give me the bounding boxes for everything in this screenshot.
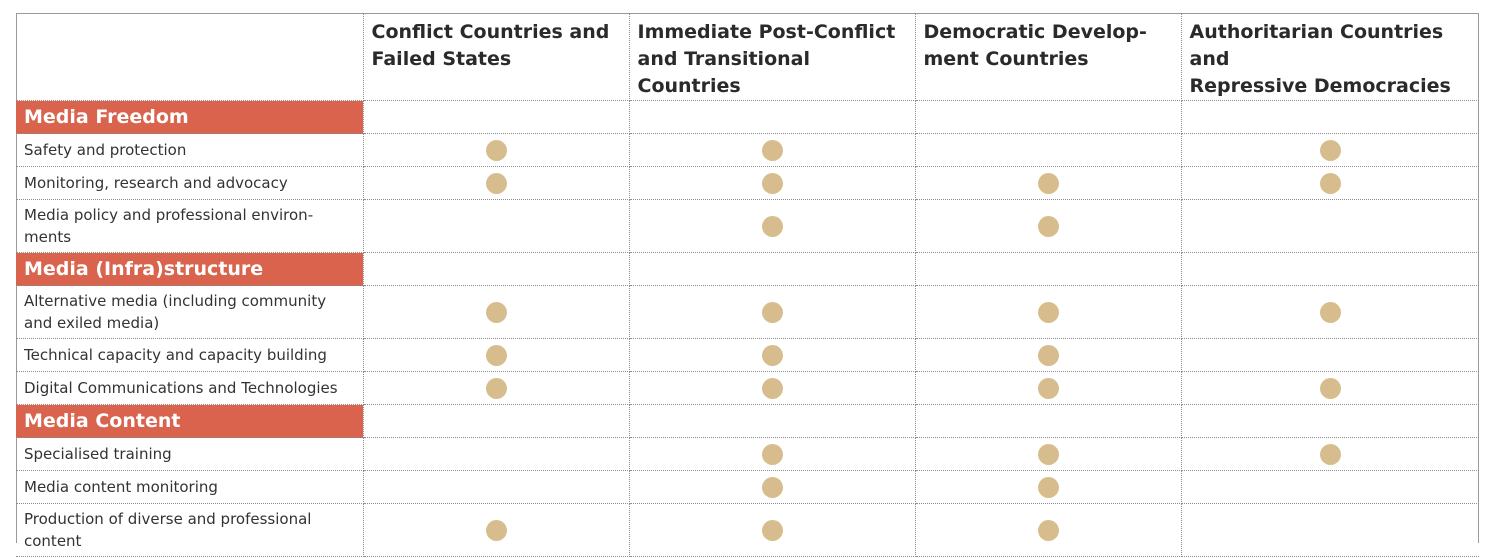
corner-cell	[16, 13, 364, 101]
section-row: Media (Infra)structure	[16, 252, 1479, 286]
column-header-post-conflict: Immediate Post-Conflict and Transitional …	[629, 13, 916, 101]
table-row: Digital Communications and Technologies	[16, 371, 1479, 405]
table-row: Technical capacity and capacity building	[16, 338, 1479, 372]
filled-circle-icon	[761, 301, 783, 323]
section-title: Media Content	[16, 404, 364, 438]
filled-circle-icon	[1319, 377, 1341, 399]
filled-circle-icon	[1319, 172, 1341, 194]
row-label: Technical capacity and capacity building	[16, 338, 364, 372]
table-row: Monitoring, research and advocacy	[16, 166, 1479, 200]
filled-circle-icon	[485, 139, 507, 161]
filled-circle-icon	[1037, 172, 1059, 194]
row-label: Digital Communications and Technologies	[16, 371, 364, 405]
row-label: Safety and protection	[16, 133, 364, 167]
filled-circle-icon	[1319, 139, 1341, 161]
row-label: Media content monitoring	[16, 470, 364, 504]
table-row: Media content monitoring	[16, 470, 1479, 504]
column-header-conflict: Conflict Countries and Failed States	[363, 13, 630, 101]
row-label: Specialised training	[16, 437, 364, 471]
filled-circle-icon	[761, 519, 783, 541]
section-row: Media Freedom	[16, 100, 1479, 134]
section-title: Media Freedom	[16, 100, 364, 134]
header-row: Conflict Countries and Failed States Imme…	[16, 13, 1479, 101]
section-title: Media (Infra)structure	[16, 252, 364, 286]
filled-circle-icon	[1319, 443, 1341, 465]
section-row: Media Content	[16, 404, 1479, 438]
filled-circle-icon	[761, 443, 783, 465]
filled-circle-icon	[761, 476, 783, 498]
filled-circle-icon	[1037, 301, 1059, 323]
row-label: Alternative media (including community a…	[16, 285, 364, 339]
row-label: Media policy and professional environ-me…	[16, 199, 364, 253]
media-support-matrix: Conflict Countries and Failed States Imme…	[16, 13, 1479, 557]
filled-circle-icon	[761, 215, 783, 237]
filled-circle-icon	[485, 301, 507, 323]
filled-circle-icon	[485, 377, 507, 399]
filled-circle-icon	[761, 377, 783, 399]
filled-circle-icon	[485, 344, 507, 366]
table-row: Specialised training	[16, 437, 1479, 471]
filled-circle-icon	[1319, 301, 1341, 323]
filled-circle-icon	[485, 519, 507, 541]
table-row: Safety and protection	[16, 133, 1479, 167]
filled-circle-icon	[1037, 344, 1059, 366]
filled-circle-icon	[1037, 443, 1059, 465]
table-row: Production of diverse and professional c…	[16, 503, 1479, 557]
filled-circle-icon	[761, 139, 783, 161]
column-header-democratic-development: Democratic Develop-ment Countries	[915, 13, 1182, 101]
column-header-authoritarian: Authoritarian Countries and Repressive De…	[1181, 13, 1479, 101]
filled-circle-icon	[1037, 476, 1059, 498]
filled-circle-icon	[485, 172, 507, 194]
row-label: Monitoring, research and advocacy	[16, 166, 364, 200]
filled-circle-icon	[761, 172, 783, 194]
table-row: Alternative media (including community a…	[16, 285, 1479, 339]
filled-circle-icon	[1037, 215, 1059, 237]
row-label: Production of diverse and professional c…	[16, 503, 364, 557]
filled-circle-icon	[1037, 519, 1059, 541]
table-row: Media policy and professional environ-me…	[16, 199, 1479, 253]
filled-circle-icon	[761, 344, 783, 366]
filled-circle-icon	[1037, 377, 1059, 399]
